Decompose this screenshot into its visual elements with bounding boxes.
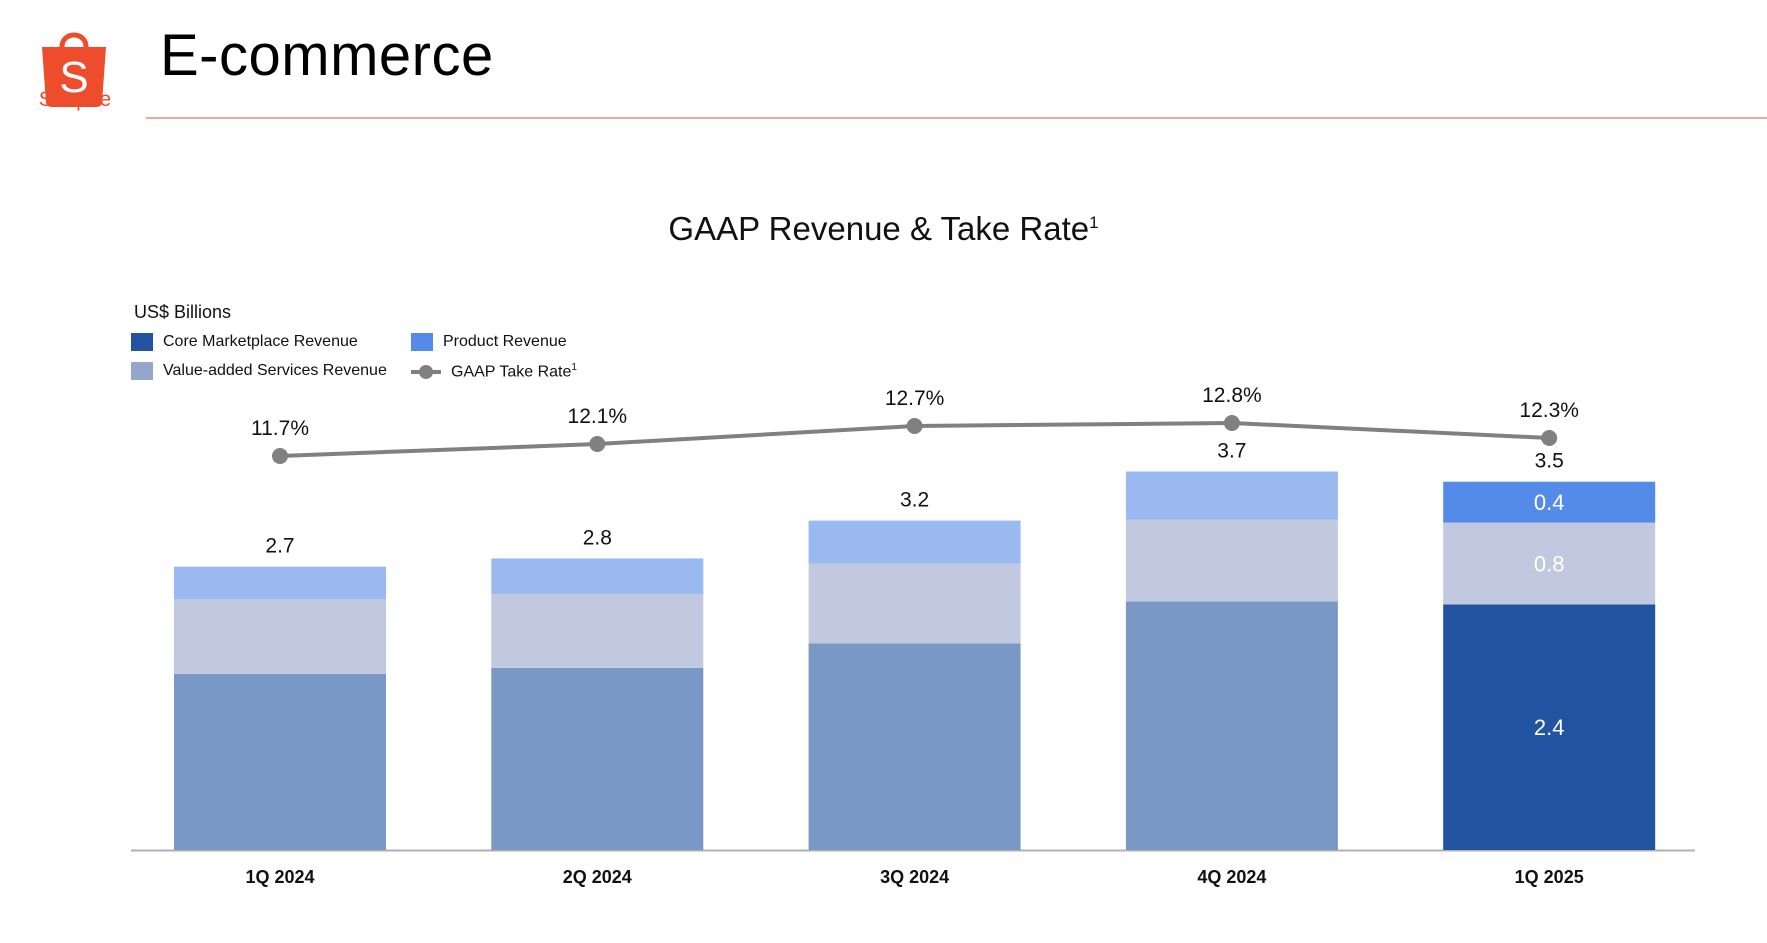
legend-vas: Value-added Services Revenue [131,362,387,380]
x-tick-label: 3Q 2024 [880,867,949,887]
bar-segment-value-added-services-revenue-4 [1443,522,1656,605]
bar-total-label: 3.5 [1535,450,1564,473]
bar-segment-product-revenue-0 [174,566,386,600]
take-rate-label: 12.1% [568,405,628,428]
chart-title-text: GAAP Revenue & Take Rate [668,210,1090,247]
segment-label: 2.4 [1534,715,1565,740]
bar-total-label: 3.7 [1217,439,1246,462]
x-tick-label: 2Q 2024 [563,867,632,887]
segment-label: 0.4 [1534,490,1565,515]
legend-label: GAAP Take Rate1 [451,362,577,381]
bar-segment-value-added-services-revenue-2 [808,563,1021,644]
take-rate-point [272,448,288,464]
legend-line-marker-icon [411,364,441,379]
bar-total-label: 3.2 [900,489,929,512]
page-title: E-commerce [160,23,494,88]
shopee-logo: S [42,32,106,107]
bar-segment-product-revenue-2 [808,520,1021,564]
legend-swatch-vas [131,362,153,380]
take-rate-point [906,418,923,434]
bar-segment-value-added-services-revenue-1 [491,594,704,668]
bar-segment-core-marketplace-revenue-3 [1125,601,1338,850]
legend-take-rate-text: GAAP Take Rate [451,363,572,381]
bar-segment-core-marketplace-revenue-0 [174,674,386,850]
take-rate-point [1223,415,1240,431]
legend-swatch-core [131,333,153,351]
x-tick-label: 4Q 2024 [1197,867,1266,887]
x-tick-label: 1Q 2024 [245,867,314,887]
chart-title-footnote: 1 [1089,213,1099,232]
take-rate-label: 12.7% [885,387,945,410]
legend-core: Core Marketplace Revenue [131,333,358,351]
bar-segment-product-revenue-4 [1443,481,1656,523]
bar-segment-core-marketplace-revenue-4 [1443,604,1656,850]
svg-text:S: S [59,53,88,102]
segment-label: 0.8 [1534,552,1565,577]
legend-swatch-product [411,333,433,351]
x-tick-label: 1Q 2025 [1515,867,1584,887]
header-divider [146,117,1767,119]
take-rate-point [589,436,606,452]
bar-total-label: 2.7 [265,535,294,558]
bar-segment-product-revenue-3 [1125,471,1338,520]
legend-product: Product Revenue [411,333,567,351]
bar-segment-value-added-services-revenue-3 [1125,519,1338,602]
legend-take-rate-footnote: 1 [571,362,577,373]
legend-label: Value-added Services Revenue [163,362,387,379]
bar-segment-product-revenue-1 [491,558,704,595]
chart-title: GAAP Revenue & Take Rate1 [0,210,1767,248]
legend-label: Product Revenue [443,333,567,350]
legend-take-rate: GAAP Take Rate1 [411,362,577,381]
legend-label: Core Marketplace Revenue [163,333,358,350]
bar-total-label: 2.8 [583,526,612,549]
bar-segment-core-marketplace-revenue-1 [491,667,704,850]
take-rate-point [1541,430,1558,446]
bar-segment-value-added-services-revenue-0 [174,599,386,675]
y-unit-label: US$ Billions [134,302,232,322]
take-rate-label: 11.7% [251,417,309,440]
take-rate-label: 12.3% [1519,399,1579,422]
take-rate-label: 12.8% [1202,384,1262,407]
shopee-logo-text: Shopee [38,88,112,111]
bar-segment-core-marketplace-revenue-2 [808,643,1021,850]
